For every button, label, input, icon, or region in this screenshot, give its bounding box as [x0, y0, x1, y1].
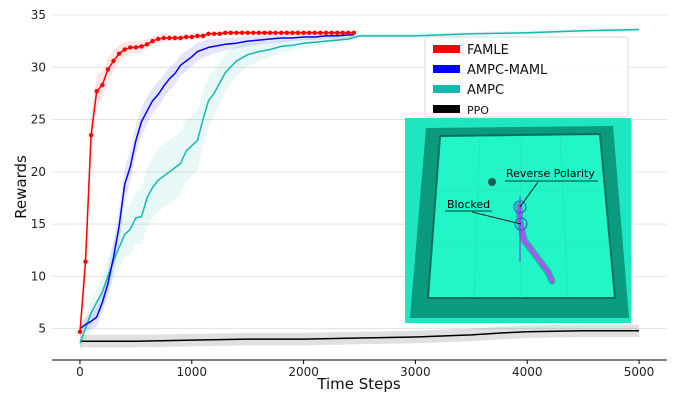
famle-point-46 — [334, 30, 340, 35]
famle-point-11 — [139, 44, 144, 49]
famle-point-0 — [77, 329, 83, 334]
famle-point-18 — [178, 35, 183, 41]
famle-point-6 — [111, 58, 116, 64]
famle-point-15 — [161, 35, 166, 41]
y-tick-label-25: 25 — [31, 113, 46, 127]
famle-point-1 — [83, 259, 88, 264]
legend-swatch-famle — [433, 45, 460, 53]
legend-label-ampc-maml: AMPC-MAML — [467, 63, 548, 78]
ampc-line — [79, 28, 640, 344]
famle-point-5 — [105, 67, 111, 72]
legend-label-famle: FAMLE — [467, 43, 509, 58]
famle-point-27 — [228, 30, 234, 35]
famle-band — [80, 30, 354, 343]
ampc-maml-line — [79, 34, 354, 330]
y-ticks: 5 10 15 20 25 30 35 — [31, 8, 46, 336]
reverse-polarity-label: Reverse Polarity — [506, 167, 595, 180]
x-tick-label-0: 0 — [76, 365, 84, 379]
famle-point-16 — [167, 35, 172, 41]
famle-point-44 — [323, 30, 329, 35]
famle-point-14 — [156, 36, 161, 42]
legend-swatch-ampc — [433, 85, 460, 93]
famle-point-40 — [301, 30, 306, 35]
arena-inset-image: Reverse Polarity Blocked — [405, 118, 631, 323]
y-tick-label-35: 35 — [31, 8, 46, 22]
famle-point-13 — [150, 38, 155, 44]
famle-point-26 — [223, 30, 228, 35]
x-tick-label-4000: 4000 — [512, 365, 543, 379]
inset-blocked-marker — [514, 217, 528, 231]
famle-point-21 — [195, 33, 200, 39]
famle-point-41 — [307, 30, 312, 35]
famle-point-8 — [122, 47, 127, 52]
y-tick-label-15: 15 — [31, 217, 46, 231]
inset-blocked-leader — [471, 211, 522, 225]
x-tick-label-3000: 3000 — [400, 365, 431, 379]
famle-point-32 — [256, 30, 262, 35]
inset-reverse-marker — [513, 200, 527, 214]
famle-point-7 — [116, 51, 122, 56]
famle-point-47 — [340, 30, 345, 35]
y-tick-label-10: 10 — [31, 269, 46, 283]
x-tick-label-5000: 5000 — [624, 365, 655, 379]
famle-point-48 — [346, 30, 351, 35]
famle-point-49 — [351, 30, 357, 35]
x-ticks: 0 1000 2000 3000 4000 5000 — [76, 360, 654, 379]
famle-point-22 — [200, 33, 206, 39]
famle-point-10 — [133, 45, 139, 50]
y-tick-label-5: 5 — [38, 322, 46, 336]
axes: 0 1000 2000 3000 4000 5000 5 10 15 20 25 30 35 Time… — [12, 8, 667, 393]
famle-point-23 — [206, 31, 211, 36]
legend-label-ampc: AMPC — [467, 83, 504, 98]
legend-swatch-ppo — [433, 105, 460, 113]
series-lines — [77, 28, 640, 344]
x-tick-label-2000: 2000 — [288, 365, 319, 379]
inset-target-dot — [488, 178, 496, 186]
famle-point-4 — [100, 82, 105, 88]
famle-point-31 — [251, 30, 256, 35]
y-tick-label-30: 30 — [31, 60, 46, 74]
famle-point-2 — [88, 133, 94, 138]
legend-frame — [424, 36, 629, 118]
famle-point-39 — [295, 30, 301, 35]
inset-inner-border — [426, 132, 617, 299]
famle-point-25 — [217, 31, 222, 36]
famle-point-17 — [172, 35, 178, 41]
famle-point-36 — [279, 30, 284, 35]
famle-point-24 — [211, 31, 217, 36]
famle-point-33 — [262, 30, 267, 35]
legend-label-ppo: PPO — [467, 104, 489, 117]
famle-point-3 — [94, 89, 99, 94]
famle-point-9 — [128, 45, 133, 50]
famle-point-35 — [273, 30, 278, 35]
famle-point-34 — [267, 30, 273, 35]
ppo-band — [80, 324, 639, 348]
y-tick-label-20: 20 — [31, 165, 46, 179]
y-axis-title: Rewards — [12, 155, 30, 219]
legend-swatch-ampc-maml — [433, 65, 460, 73]
famle-point-20 — [189, 34, 194, 40]
famle-point-42 — [312, 30, 317, 35]
x-axis-title: Time Steps — [316, 375, 401, 393]
famle-point-28 — [234, 30, 239, 35]
famle-point-43 — [318, 30, 323, 35]
ppo-line — [80, 329, 639, 342]
famle-point-12 — [144, 42, 150, 47]
famle-point-38 — [290, 30, 295, 35]
x-tick-label-1000: 1000 — [176, 365, 207, 379]
famle-point-30 — [245, 30, 250, 35]
famle-point-45 — [329, 30, 334, 35]
legend: FAMLE AMPC-MAML AMPC PPO — [424, 36, 629, 118]
inset-reverse-leader — [519, 181, 539, 208]
grid-lines — [52, 14, 667, 330]
famle-point-19 — [184, 34, 189, 40]
blocked-label: Blocked — [447, 198, 490, 211]
famle-point-37 — [284, 30, 289, 35]
famle-point-29 — [239, 30, 245, 35]
